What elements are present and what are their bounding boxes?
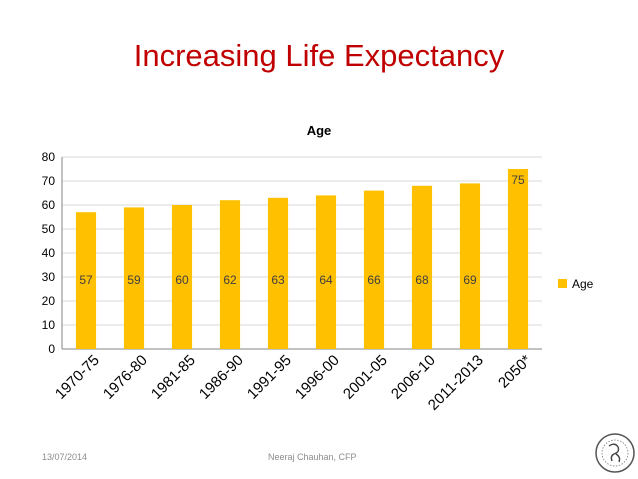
bar <box>219 200 241 349</box>
y-axis-ticks: 0 10 20 30 40 50 60 70 80 <box>42 150 56 356</box>
chart-title: Age <box>307 123 332 138</box>
data-label: 69 <box>463 273 477 287</box>
x-axis-ticks: 1970-751976-801981-851986-901991-951996-… <box>52 352 535 414</box>
y-tick-label: 0 <box>48 342 55 356</box>
bar <box>171 205 193 349</box>
x-tick-label: 1976-80 <box>100 352 151 403</box>
x-tick-label: 1991-95 <box>244 352 295 403</box>
x-tick-label: 1981-85 <box>148 352 199 403</box>
footer-date: 13/07/2014 <box>42 452 88 462</box>
legend-swatch <box>558 279 567 288</box>
y-tick-label: 50 <box>42 222 56 236</box>
footer-author: Neeraj Chauhan, CFP <box>268 452 357 462</box>
data-label: 68 <box>415 273 429 287</box>
legend-label: Age <box>572 277 594 291</box>
bar <box>411 185 433 349</box>
x-tick-label: 1970-75 <box>52 352 103 403</box>
bar <box>507 169 529 349</box>
bar <box>75 212 97 349</box>
data-label: 59 <box>127 273 141 287</box>
data-label: 63 <box>271 273 285 287</box>
seal-logo <box>595 433 635 473</box>
y-tick-label: 30 <box>42 270 56 284</box>
data-label: 62 <box>223 273 237 287</box>
y-tick-label: 70 <box>42 174 56 188</box>
bar <box>315 195 337 349</box>
data-labels: 57 59 60 62 63 64 66 68 69 75 <box>79 173 525 287</box>
x-tick-label: 1996-00 <box>292 352 343 403</box>
bar <box>123 207 145 349</box>
y-tick-label: 40 <box>42 246 56 260</box>
bar <box>363 190 385 349</box>
data-label: 66 <box>367 273 381 287</box>
x-tick-label: 2001-05 <box>340 352 391 403</box>
data-label: 60 <box>175 273 189 287</box>
x-tick-label: 2050* <box>495 352 535 392</box>
data-label: 57 <box>79 273 93 287</box>
slide-title: Increasing Life Expectancy <box>133 38 505 73</box>
x-tick-label: 1986-90 <box>196 352 247 403</box>
legend: Age <box>558 277 594 291</box>
y-tick-label: 60 <box>42 198 56 212</box>
y-tick-label: 10 <box>42 318 56 332</box>
y-tick-label: 20 <box>42 294 56 308</box>
bar <box>459 183 481 349</box>
y-tick-label: 80 <box>42 150 56 164</box>
bar <box>267 197 289 349</box>
data-label: 75 <box>511 173 525 187</box>
data-label: 64 <box>319 273 333 287</box>
bars <box>75 169 529 349</box>
